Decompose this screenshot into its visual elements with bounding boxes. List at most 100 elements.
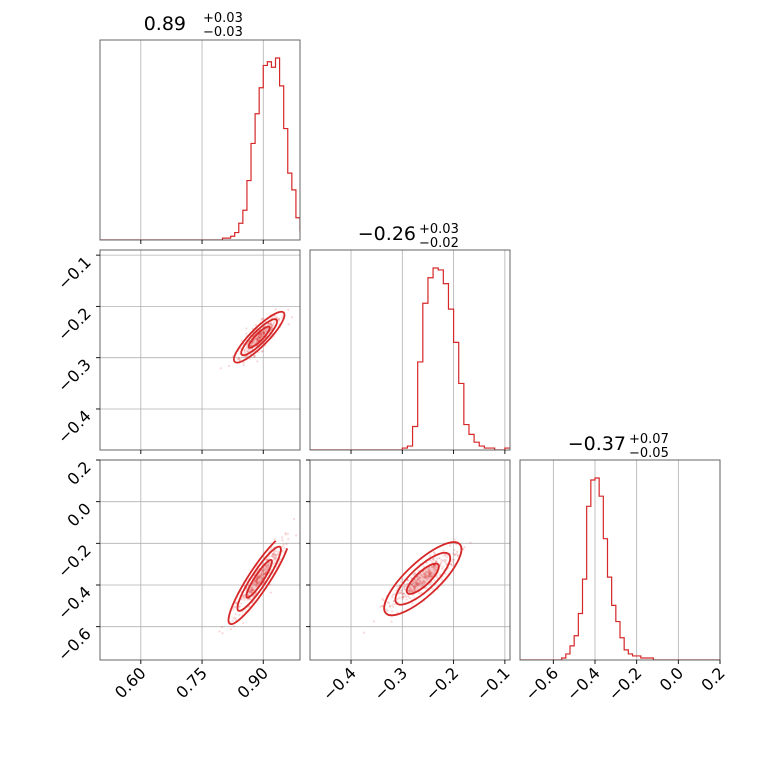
sample-point [240,602,243,605]
hist-bin [566,654,570,660]
sample-point [250,588,253,591]
sample-point [430,573,433,576]
sample-point [243,349,246,352]
sample-point [417,577,420,580]
sample-point [408,589,411,592]
sample-point [436,576,439,579]
y-tick-label: 0.2 [63,457,94,488]
sample-point [421,581,424,584]
sample-point [271,553,274,557]
hist-bin [438,270,443,450]
sample-point [273,556,276,559]
sample-point [445,562,448,565]
title-minus-1: −0.02 [419,236,459,251]
sample-point [399,591,402,594]
sample-point [255,579,259,582]
sample-point [273,538,276,541]
sample-point [234,612,237,616]
sample-point [270,328,273,331]
sample-point [257,576,261,579]
hist-bin [628,654,632,660]
sample-point [463,546,466,549]
sample-point [257,574,260,578]
hist-bin [469,434,474,450]
sample-point [256,577,259,580]
sample-point [256,582,259,585]
sample-point [403,588,407,591]
hist-bin [637,656,641,660]
sample-point [428,573,431,576]
sample-point [236,357,240,361]
sample-point [254,323,258,327]
sample-point [428,572,432,576]
sample-point [412,580,415,583]
sample-point [431,574,434,577]
sample-point [251,586,254,589]
sample-point [399,591,402,594]
sample-point [421,582,425,585]
sample-point [413,586,417,589]
sample-point [276,553,279,556]
sample-point [259,574,262,577]
sample-point [430,575,433,578]
title-plus-1: +0.03 [419,222,459,237]
sample-point [434,566,437,569]
sample-point [428,572,431,575]
sample-point [287,323,290,326]
sample-point [259,574,262,577]
sample-point [245,349,248,353]
sample-point [425,574,428,578]
sample-point [255,337,258,340]
sample-point [270,555,273,558]
sample-point [250,588,253,591]
sample-point [429,554,432,558]
histogram-step [100,57,300,240]
sample-point [269,323,272,326]
sample-point [260,576,263,579]
sample-point [423,580,426,583]
sample-point [412,574,415,577]
sample-point [281,539,284,542]
hist-bin [587,506,591,660]
sample-point [271,325,274,328]
sample-point [418,576,421,579]
sample-point [260,350,264,353]
sample-point [257,337,260,340]
sample-point [433,564,436,567]
sample-point [261,332,264,335]
sample-point [429,582,432,585]
y-tick-label: 0.0 [63,499,94,530]
x-tick-label: 0.90 [233,663,272,702]
sample-point [424,573,427,576]
y-tick-label: −0.4 [54,582,95,623]
sample-point [414,572,417,575]
sample-point [258,577,261,580]
sample-point [261,568,264,571]
hist-bin [464,425,469,450]
hist-bin [608,577,612,660]
sample-point [423,572,426,575]
sample-point [262,332,265,335]
y-tick-label: −0.2 [54,304,95,345]
sample-point [245,332,248,335]
sample-point [248,589,251,593]
sample-point [408,597,412,600]
hist-bin [418,362,423,450]
sample-point [221,632,224,635]
x-tick-label: 0.2 [697,663,728,694]
sample-point [436,557,439,560]
sample-point [439,561,443,564]
sample-point [262,331,265,334]
axes-frame [99,249,301,451]
sample-point [260,571,263,575]
sample-point [453,554,456,557]
sample-point [274,550,277,553]
title-plus-2: +0.07 [629,432,669,447]
sample-point [433,552,436,555]
sample-point [248,590,251,593]
sample-point [287,538,290,541]
sample-point [257,575,260,578]
sample-point [430,571,433,574]
sample-point [295,534,298,537]
sample-point [425,577,428,580]
